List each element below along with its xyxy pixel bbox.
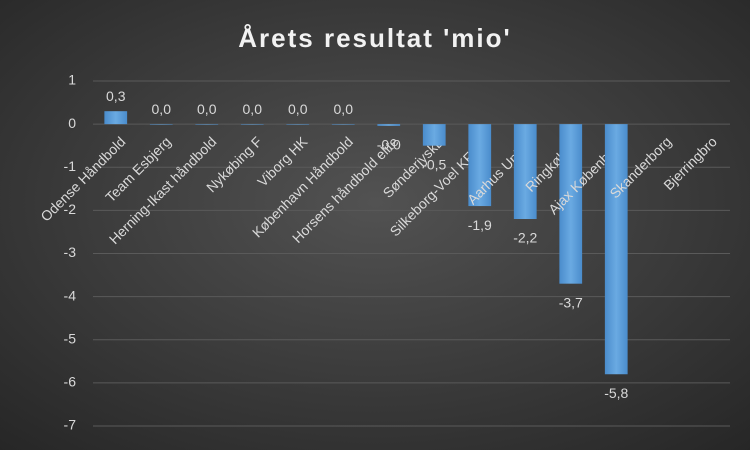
bar (195, 124, 219, 125)
y-tick-label: -4 (64, 287, 77, 303)
bar (604, 124, 628, 375)
value-label: 0,0 (197, 101, 217, 117)
value-label: 0,0 (243, 101, 263, 117)
bar (104, 111, 128, 125)
value-label: 0,3 (106, 88, 126, 104)
value-label: -0,5 (422, 156, 446, 172)
y-tick-label: -7 (64, 417, 77, 433)
bar (331, 124, 355, 125)
value-label: -2,2 (513, 230, 537, 246)
chart-title: Årets resultat 'mio' (238, 23, 511, 53)
bar (422, 124, 446, 146)
y-tick-label: 0 (68, 115, 76, 131)
bar (468, 124, 492, 207)
bar (377, 124, 401, 126)
y-tick-label: -1 (64, 158, 77, 174)
value-label: -1,9 (468, 217, 492, 233)
bar (286, 124, 310, 125)
value-label: 0,0 (288, 101, 308, 117)
y-tick-label: -2 (64, 201, 77, 217)
value-label: -5,8 (604, 385, 628, 401)
value-label: 0,0 (152, 101, 172, 117)
bar (513, 124, 537, 219)
value-label: -0,0 (377, 137, 401, 153)
y-tick-label: -3 (64, 244, 77, 260)
bar (149, 124, 173, 125)
value-label: 0,0 (334, 101, 354, 117)
y-tick-label: -5 (64, 330, 77, 346)
bar (559, 124, 583, 284)
y-tick-label: 1 (68, 72, 76, 88)
y-tick-label: -6 (64, 374, 77, 390)
bar (240, 124, 264, 125)
value-label: -3,7 (559, 294, 583, 310)
